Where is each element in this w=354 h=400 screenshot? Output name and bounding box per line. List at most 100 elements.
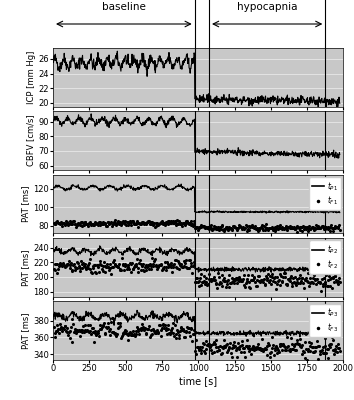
Point bbox=[101, 220, 107, 226]
Point bbox=[189, 269, 195, 276]
Point bbox=[222, 274, 227, 281]
Point bbox=[132, 333, 138, 339]
Point bbox=[95, 222, 101, 228]
Point bbox=[129, 222, 134, 228]
Point bbox=[248, 277, 254, 284]
Point bbox=[70, 218, 76, 224]
Point bbox=[89, 270, 95, 276]
Point bbox=[288, 335, 294, 342]
Point bbox=[249, 276, 255, 283]
Point bbox=[94, 220, 100, 227]
Point bbox=[104, 222, 110, 229]
Point bbox=[287, 346, 293, 353]
Point bbox=[303, 226, 309, 232]
Point bbox=[319, 223, 325, 229]
Point bbox=[118, 221, 124, 228]
Point bbox=[256, 345, 262, 351]
Point bbox=[221, 343, 227, 349]
Point bbox=[183, 264, 189, 270]
Point bbox=[332, 273, 338, 279]
Point bbox=[131, 331, 137, 338]
Point bbox=[138, 267, 144, 273]
Point bbox=[197, 275, 203, 282]
Point bbox=[53, 219, 59, 226]
Point bbox=[240, 224, 246, 231]
Point bbox=[187, 333, 193, 340]
Point bbox=[296, 224, 302, 231]
Point bbox=[229, 345, 235, 352]
Point bbox=[302, 224, 308, 230]
Point bbox=[296, 341, 302, 347]
Point bbox=[55, 218, 60, 224]
Point bbox=[132, 220, 138, 227]
Point bbox=[152, 330, 158, 336]
Point bbox=[336, 225, 341, 231]
Point bbox=[166, 330, 172, 336]
Point bbox=[148, 263, 153, 269]
Point bbox=[216, 226, 222, 233]
Point bbox=[178, 221, 183, 228]
Point bbox=[221, 278, 227, 284]
Point bbox=[268, 281, 274, 288]
Point bbox=[333, 273, 338, 280]
Point bbox=[301, 280, 306, 286]
Point bbox=[224, 341, 230, 348]
Point bbox=[243, 343, 249, 349]
Point bbox=[178, 260, 184, 267]
Point bbox=[51, 324, 57, 330]
Point bbox=[150, 313, 155, 320]
Point bbox=[218, 226, 224, 232]
Point bbox=[172, 322, 178, 329]
Point bbox=[69, 339, 75, 346]
Point bbox=[245, 223, 250, 229]
Point bbox=[73, 330, 79, 336]
Point bbox=[277, 282, 282, 289]
Point bbox=[57, 326, 62, 332]
Point bbox=[258, 347, 264, 354]
Point bbox=[156, 322, 162, 328]
Point bbox=[238, 348, 244, 355]
Point bbox=[262, 345, 268, 352]
Point bbox=[211, 349, 217, 355]
Point bbox=[122, 326, 128, 333]
Point bbox=[155, 220, 161, 227]
Point bbox=[60, 325, 66, 332]
Point bbox=[163, 267, 169, 273]
Point bbox=[262, 346, 267, 352]
Point bbox=[176, 218, 182, 225]
Point bbox=[291, 343, 297, 350]
Point bbox=[278, 341, 284, 347]
Point bbox=[182, 222, 188, 228]
Point bbox=[239, 337, 245, 344]
Point bbox=[250, 346, 255, 352]
Point bbox=[124, 262, 129, 268]
Point bbox=[225, 227, 231, 233]
Point bbox=[196, 283, 201, 290]
Point bbox=[237, 342, 243, 349]
Point bbox=[98, 221, 104, 228]
Point bbox=[150, 261, 155, 267]
Point bbox=[164, 259, 170, 266]
Point bbox=[169, 260, 174, 267]
Point bbox=[156, 221, 162, 228]
Point bbox=[138, 261, 143, 268]
Point bbox=[222, 228, 227, 234]
Point bbox=[313, 222, 319, 228]
Point bbox=[242, 225, 248, 231]
Point bbox=[219, 272, 224, 278]
Point bbox=[274, 281, 280, 288]
Point bbox=[187, 264, 192, 271]
Point bbox=[226, 344, 232, 350]
Point bbox=[307, 226, 313, 232]
Point bbox=[135, 326, 141, 332]
Point bbox=[251, 274, 257, 280]
Point bbox=[275, 223, 280, 229]
Point bbox=[152, 256, 158, 262]
Point bbox=[230, 342, 236, 349]
Point bbox=[148, 326, 154, 333]
Point bbox=[256, 278, 262, 284]
Point bbox=[287, 274, 293, 281]
Point bbox=[244, 228, 250, 234]
Point bbox=[336, 222, 342, 228]
Point bbox=[252, 223, 258, 229]
